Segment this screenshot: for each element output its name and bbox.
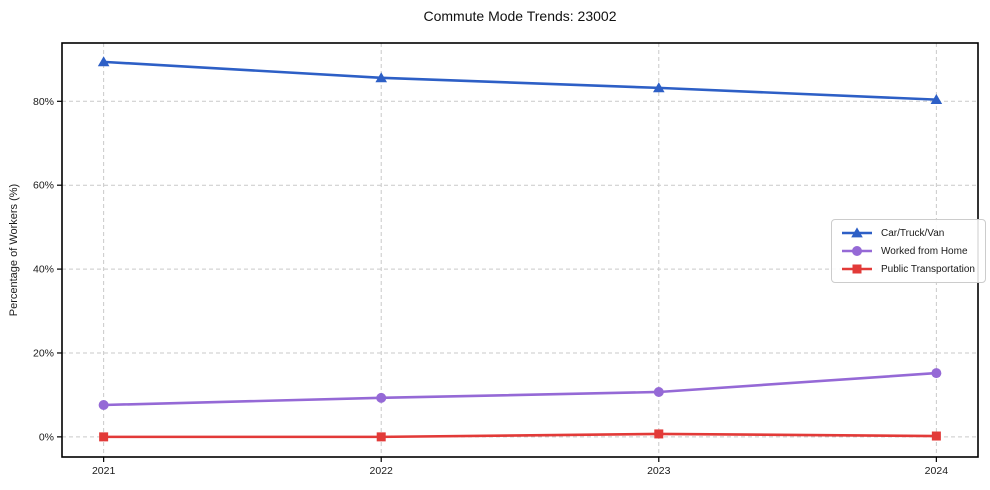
circle-marker-icon (98, 399, 109, 410)
triangle-marker-icon (375, 72, 388, 83)
x-tick-label: 2024 (925, 465, 949, 477)
triangle-marker-icon (851, 227, 863, 238)
legend-item-public-transportation: Public Transportation (840, 262, 975, 276)
triangle-marker-icon (652, 82, 665, 93)
x-tick-label: 2021 (92, 465, 116, 477)
legend-item-worked-from-home: Worked from Home (840, 244, 975, 258)
y-tick-label: 60% (33, 180, 54, 192)
legend-item-label: Worked from Home (881, 245, 968, 257)
square-marker-icon (931, 431, 941, 441)
y-tick-label: 20% (33, 347, 54, 359)
circle-marker-icon (852, 246, 862, 256)
legend-swatch (842, 227, 872, 238)
series-line-car-truck-van (102, 60, 938, 101)
legend: Car/Truck/Van Worked from Home Public Tran… (831, 219, 986, 283)
y-tick-label: 40% (33, 264, 54, 276)
circle-marker-icon (931, 368, 942, 379)
circle-marker-icon (653, 386, 664, 397)
chart-title: Commute Mode Trends: 23002 (423, 8, 617, 24)
square-marker-icon (99, 432, 109, 442)
triangle-marker-icon (97, 56, 110, 67)
series-line-public-transportation (102, 432, 938, 439)
square-marker-icon (654, 429, 664, 439)
circle-marker-icon (376, 392, 387, 403)
legend-swatch (842, 246, 872, 256)
y-tick-label: 80% (33, 96, 54, 108)
square-marker-icon (852, 264, 862, 274)
legend-item-label: Public Transportation (881, 263, 975, 275)
y-tick-label: 0% (39, 431, 54, 443)
square-marker-icon (376, 432, 386, 442)
legend-item-car-truck-van: Car/Truck/Van (840, 226, 975, 240)
legend-item-label: Car/Truck/Van (881, 227, 945, 239)
legend-swatch (842, 264, 872, 274)
x-tick-label: 2022 (370, 465, 394, 477)
x-tick-label: 2023 (647, 465, 671, 477)
series-line-worked-from-home (102, 371, 938, 407)
triangle-marker-icon (930, 94, 943, 105)
